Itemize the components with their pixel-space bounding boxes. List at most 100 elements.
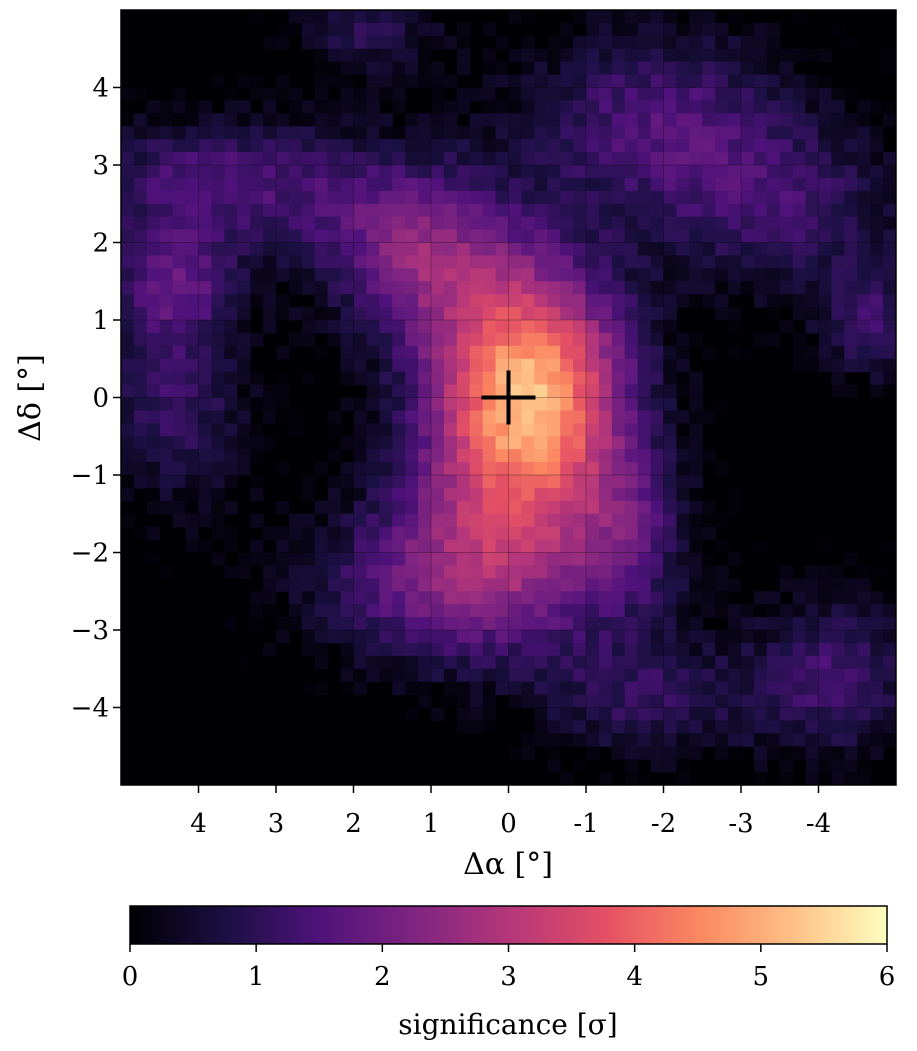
heatmap-cell xyxy=(779,255,794,269)
heatmap-cell xyxy=(844,113,858,127)
heatmap-cell xyxy=(508,746,523,760)
heatmap-cell xyxy=(573,668,587,683)
heatmap-cell xyxy=(676,604,690,618)
heatmap-cell xyxy=(172,190,187,205)
heatmap-cell xyxy=(133,526,148,541)
heatmap-cell xyxy=(418,190,432,205)
heatmap-cell xyxy=(211,126,225,140)
heatmap-cell xyxy=(637,642,652,657)
heatmap-cell xyxy=(560,177,574,192)
heatmap-cell xyxy=(431,449,445,463)
heatmap-cell xyxy=(805,255,820,269)
heatmap-cell xyxy=(741,152,755,166)
heatmap-cell xyxy=(676,332,690,347)
heatmap-cell xyxy=(689,591,703,605)
heatmap-cell xyxy=(263,165,277,179)
heatmap-cell xyxy=(818,332,833,347)
heatmap-cell xyxy=(560,436,574,450)
heatmap-cell xyxy=(482,720,497,734)
heatmap-cell xyxy=(611,578,626,592)
heatmap-cell xyxy=(560,591,574,605)
heatmap-cell xyxy=(379,397,393,412)
heatmap-cell xyxy=(418,591,432,605)
heatmap-cell xyxy=(314,216,329,231)
heatmap-cell xyxy=(418,74,432,89)
heatmap-cell xyxy=(340,152,355,166)
heatmap-cell xyxy=(663,74,678,89)
heatmap-cell xyxy=(353,229,368,244)
heatmap-cell xyxy=(611,720,626,734)
heatmap-cell xyxy=(870,100,884,114)
heatmap-cell xyxy=(237,281,251,295)
heatmap-cell xyxy=(586,255,600,269)
heatmap-cell xyxy=(172,100,187,114)
heatmap-cell xyxy=(702,642,716,657)
heatmap-cell xyxy=(521,681,535,696)
heatmap-cell xyxy=(456,668,471,683)
heatmap-cell xyxy=(857,216,871,231)
heatmap-cell xyxy=(805,294,820,308)
heatmap-cell xyxy=(392,655,406,670)
heatmap-cell xyxy=(276,113,290,127)
heatmap-cell xyxy=(431,139,445,153)
heatmap-cell xyxy=(469,487,484,502)
heatmap-cell xyxy=(805,772,820,785)
heatmap-cell xyxy=(637,255,652,269)
heatmap-cell xyxy=(818,565,833,579)
heatmap-cell xyxy=(392,177,406,192)
heatmap-cell xyxy=(689,642,703,657)
heatmap-cell xyxy=(482,604,497,618)
heatmap-cell xyxy=(741,655,755,670)
heatmap-cell xyxy=(650,74,665,89)
heatmap-cell xyxy=(560,733,574,747)
heatmap-cell xyxy=(211,190,225,205)
y-tick-label: 0 xyxy=(92,384,109,414)
heatmap-cell xyxy=(379,216,393,231)
heatmap-cell xyxy=(521,255,535,269)
heatmap-cell xyxy=(560,281,574,295)
heatmap-cell xyxy=(456,539,471,554)
heatmap-cell xyxy=(624,152,639,166)
heatmap-cell xyxy=(405,617,419,631)
heatmap-cell xyxy=(702,552,716,567)
heatmap-cell xyxy=(883,720,896,734)
heatmap-cell xyxy=(521,216,535,231)
heatmap-cell xyxy=(495,642,510,657)
heatmap-cell xyxy=(431,113,445,127)
heatmap-cell xyxy=(418,165,432,179)
heatmap-cell xyxy=(379,165,393,179)
heatmap-cell xyxy=(366,100,380,114)
heatmap-cell xyxy=(121,487,135,502)
x-tick-label: 2 xyxy=(345,809,362,839)
heatmap-cell xyxy=(715,694,729,709)
heatmap-cell xyxy=(676,668,690,683)
heatmap-cell xyxy=(263,307,277,321)
heatmap-cell xyxy=(250,539,264,554)
x-tick-label: -2 xyxy=(651,809,676,839)
heatmap-cell xyxy=(766,216,781,231)
heatmap-cell xyxy=(224,152,238,166)
heatmap-cell xyxy=(753,681,768,696)
heatmap-cell xyxy=(469,423,484,437)
heatmap-cell xyxy=(741,177,755,192)
x-axis-label: Δα [°] xyxy=(463,847,553,882)
heatmap-cell xyxy=(392,294,406,308)
heatmap-cell xyxy=(418,320,432,334)
heatmap-cell xyxy=(676,526,690,541)
heatmap-cell xyxy=(598,35,613,50)
heatmap-cell xyxy=(392,35,406,50)
heatmap-cell xyxy=(456,384,471,399)
heatmap-cell xyxy=(805,139,820,153)
heatmap-cell xyxy=(818,100,833,114)
heatmap-cell xyxy=(301,139,316,153)
heatmap-cell xyxy=(702,268,716,282)
heatmap-cell xyxy=(560,668,574,683)
heatmap-cell xyxy=(456,694,471,709)
heatmap-cell xyxy=(637,513,652,528)
heatmap-cell xyxy=(805,591,820,605)
heatmap-cell xyxy=(482,410,497,424)
heatmap-cell xyxy=(133,177,148,192)
heatmap-cell xyxy=(288,539,303,554)
heatmap-cell xyxy=(534,462,548,476)
heatmap-cell xyxy=(663,410,678,424)
